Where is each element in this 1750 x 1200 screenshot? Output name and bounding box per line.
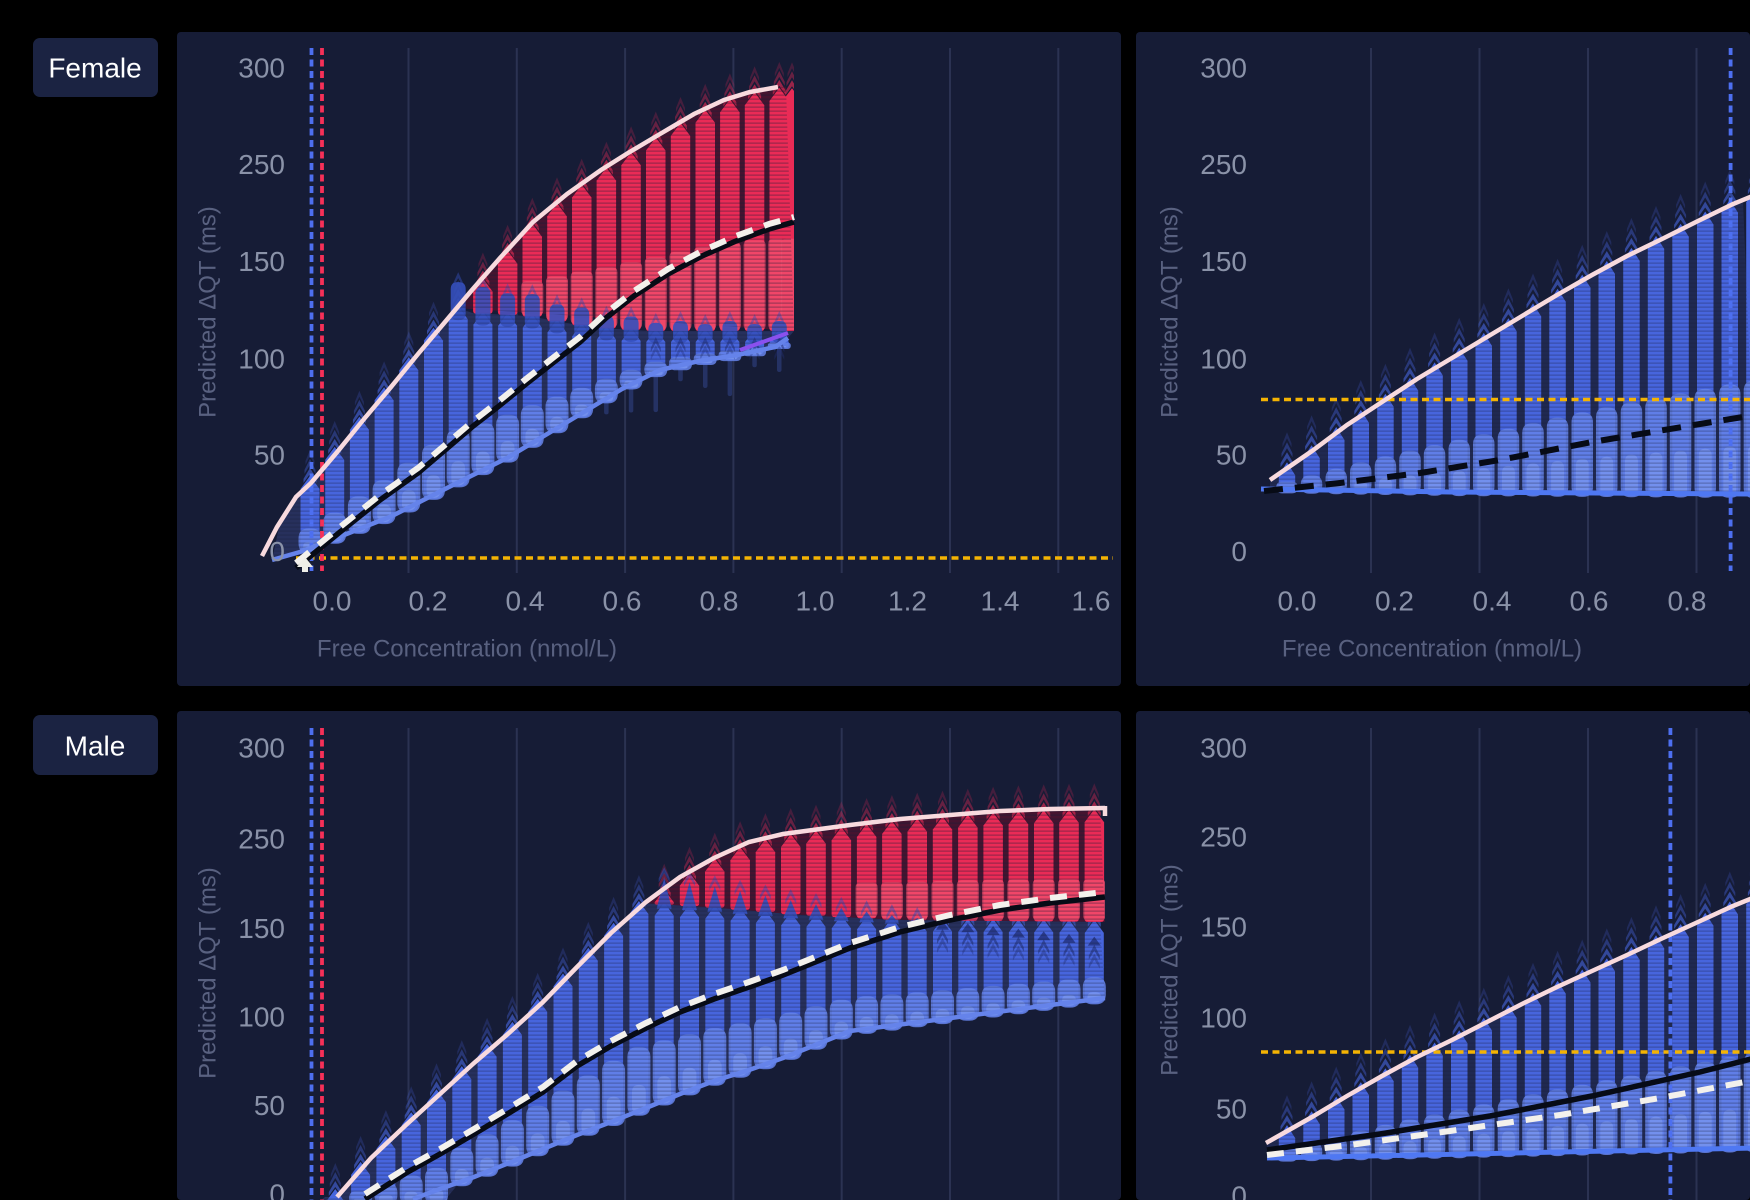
svg-text:300: 300 bbox=[1200, 53, 1247, 84]
svg-text:0: 0 bbox=[1231, 536, 1247, 567]
svg-text:100: 100 bbox=[238, 1002, 285, 1033]
svg-text:150: 150 bbox=[238, 913, 285, 944]
svg-text:Male: Male bbox=[65, 731, 126, 762]
svg-text:300: 300 bbox=[238, 53, 285, 84]
svg-text:50: 50 bbox=[254, 1090, 285, 1121]
svg-text:250: 250 bbox=[238, 824, 285, 855]
svg-text:100: 100 bbox=[238, 343, 285, 374]
svg-text:300: 300 bbox=[238, 733, 285, 764]
svg-text:0.0: 0.0 bbox=[1278, 586, 1317, 617]
svg-text:Female: Female bbox=[48, 53, 141, 84]
svg-text:0.4: 0.4 bbox=[1473, 586, 1512, 617]
svg-text:0.6: 0.6 bbox=[1570, 586, 1609, 617]
svg-text:250: 250 bbox=[1200, 149, 1247, 180]
svg-text:0.8: 0.8 bbox=[1668, 586, 1707, 617]
svg-text:100: 100 bbox=[1200, 1003, 1247, 1034]
svg-text:0.2: 0.2 bbox=[409, 586, 448, 617]
svg-text:100: 100 bbox=[1200, 343, 1247, 374]
svg-text:Predicted ΔQT (ms): Predicted ΔQT (ms) bbox=[195, 867, 222, 1079]
svg-text:Free Concentration (nmol/L): Free Concentration (nmol/L) bbox=[1282, 636, 1582, 663]
svg-text:0.2: 0.2 bbox=[1375, 586, 1414, 617]
svg-text:0.8: 0.8 bbox=[700, 586, 739, 617]
svg-text:1.6: 1.6 bbox=[1072, 586, 1111, 617]
svg-text:150: 150 bbox=[238, 246, 285, 277]
svg-text:250: 250 bbox=[238, 149, 285, 180]
svg-text:Predicted ΔQT (ms): Predicted ΔQT (ms) bbox=[1157, 864, 1184, 1076]
svg-text:Free Concentration (nmol/L): Free Concentration (nmol/L) bbox=[317, 636, 617, 663]
svg-text:0.4: 0.4 bbox=[506, 586, 545, 617]
svg-text:300: 300 bbox=[1200, 733, 1247, 764]
svg-text:0.0: 0.0 bbox=[313, 586, 352, 617]
svg-text:0.6: 0.6 bbox=[603, 586, 642, 617]
svg-text:1.2: 1.2 bbox=[888, 586, 927, 617]
svg-text:250: 250 bbox=[1200, 822, 1247, 853]
svg-text:1.0: 1.0 bbox=[796, 586, 835, 617]
svg-text:Predicted ΔQT (ms): Predicted ΔQT (ms) bbox=[1157, 206, 1184, 418]
svg-text:Predicted ΔQT (ms): Predicted ΔQT (ms) bbox=[195, 206, 222, 418]
svg-text:150: 150 bbox=[1200, 246, 1247, 277]
svg-text:0: 0 bbox=[269, 536, 285, 567]
svg-text:50: 50 bbox=[1216, 440, 1247, 471]
svg-text:1.4: 1.4 bbox=[981, 586, 1020, 617]
svg-text:150: 150 bbox=[1200, 912, 1247, 943]
svg-text:50: 50 bbox=[254, 440, 285, 471]
svg-text:0: 0 bbox=[1231, 1181, 1247, 1200]
svg-text:0: 0 bbox=[269, 1179, 285, 1200]
svg-text:50: 50 bbox=[1216, 1094, 1247, 1125]
